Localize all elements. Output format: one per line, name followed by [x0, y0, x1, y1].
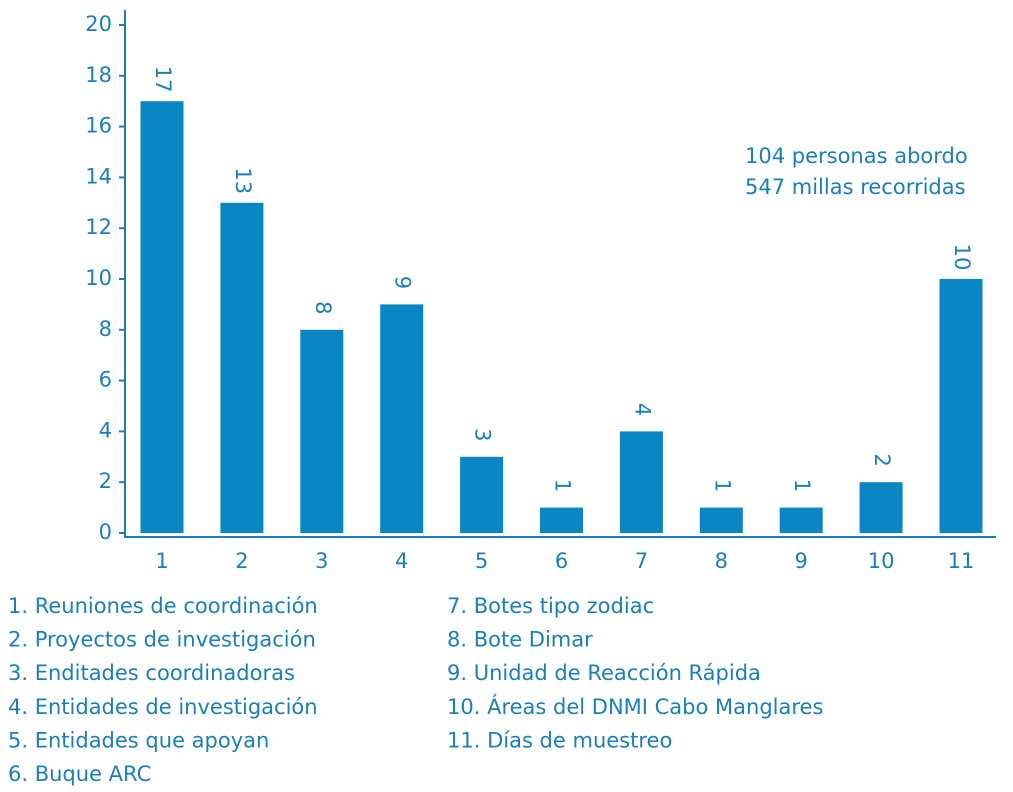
legend-item: 6. Buque ARC: [8, 762, 151, 786]
y-tick-label: 14: [85, 164, 112, 188]
x-tick-label: 5: [475, 549, 488, 573]
y-tick-label: 10: [85, 266, 112, 290]
annotation: 104 personas abordo: [745, 144, 968, 168]
data-label: 1: [710, 479, 734, 492]
y-tick-label: 0: [99, 520, 112, 544]
legend-item: 1. Reuniones de coordinación: [8, 594, 318, 618]
x-tick-label: 9: [795, 549, 808, 573]
bar: [220, 202, 264, 534]
x-tick-label: 6: [555, 549, 568, 573]
data-label: 1: [790, 479, 814, 492]
bar: [300, 329, 344, 533]
bar: [939, 279, 983, 533]
x-tick-label: 11: [948, 549, 975, 573]
data-label: 1: [551, 479, 575, 492]
legend-item: 5. Entidades que apoyan: [8, 728, 269, 752]
bar: [859, 482, 903, 533]
legend-item: 7. Botes tipo zodiac: [447, 594, 654, 618]
data-label: 17: [151, 66, 175, 93]
data-label: 8: [311, 301, 335, 314]
x-tick-label: 2: [235, 549, 248, 573]
x-tick-label: 10: [868, 549, 895, 573]
legend-item: 10. Áreas del DNMI Cabo Manglares: [447, 694, 823, 719]
y-tick-label: 8: [99, 317, 112, 341]
bar: [699, 507, 743, 533]
bar: [140, 101, 184, 533]
bar: [619, 431, 663, 533]
data-label: 13: [231, 167, 255, 194]
y-tick-label: 4: [99, 418, 112, 442]
y-tick-label: 20: [85, 12, 112, 36]
legend-item: 11. Días de muestreo: [447, 728, 672, 752]
legend-item: 2. Proyectos de investigación: [8, 628, 316, 652]
legend-item: 3. Enditades coordinadoras: [8, 661, 295, 685]
y-tick-label: 16: [85, 114, 112, 138]
bar: [380, 304, 424, 533]
bar: [460, 456, 504, 533]
x-tick-label: 7: [635, 549, 648, 573]
annotation: 547 millas recorridas: [745, 175, 966, 199]
y-tick-label: 2: [99, 469, 112, 493]
legend-item: 9. Unidad de Reacción Rápida: [447, 661, 761, 685]
bar: [779, 507, 823, 533]
data-label: 3: [471, 428, 495, 441]
y-tick-label: 18: [85, 63, 112, 87]
legend-item: 8. Bote Dimar: [447, 628, 593, 652]
x-tick-label: 4: [395, 549, 408, 573]
data-label: 4: [630, 403, 654, 416]
data-label: 2: [870, 454, 894, 467]
legend-item: 4. Entidades de investigación: [8, 695, 318, 719]
x-tick-label: 1: [155, 549, 168, 573]
x-tick-label: 8: [715, 549, 728, 573]
data-label: 10: [950, 244, 974, 271]
x-tick-label: 3: [315, 549, 328, 573]
data-label: 9: [391, 276, 415, 289]
y-tick-label: 6: [99, 368, 112, 392]
bar: [540, 507, 583, 533]
y-tick-label: 12: [85, 215, 112, 239]
